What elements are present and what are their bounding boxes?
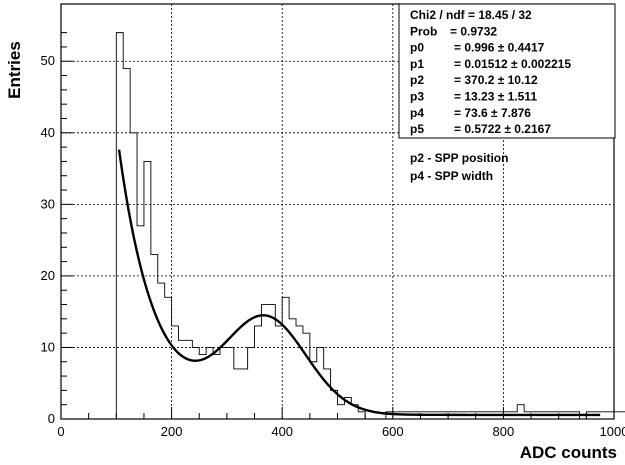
x-tick-label: 800 <box>493 424 515 439</box>
y-tick-label: 40 <box>41 125 55 140</box>
stats-value: = 0.01512 ± 0.002215 <box>454 57 571 71</box>
axes <box>60 3 615 420</box>
annotations: p2 - SPP position p4 - SPP width <box>410 151 508 183</box>
stats-label: p3 <box>410 90 424 104</box>
x-tick-label: 0 <box>57 424 64 439</box>
x-tick-label: 400 <box>271 424 293 439</box>
fit-curve-line <box>117 149 601 417</box>
annotation-text: p2 - SPP position <box>410 151 508 165</box>
fit-curve-series <box>117 149 601 417</box>
y-tick-label: 20 <box>41 268 55 283</box>
stats-label: Chi2 / ndf = 18.45 / 32 <box>410 8 532 22</box>
y-tick-label: 30 <box>41 196 55 211</box>
x-axis-title: ADC counts <box>520 443 617 462</box>
stats-label: Prob <box>410 24 437 38</box>
stats-value: = 73.6 ± 7.876 <box>454 106 531 120</box>
y-axis-title: Entries <box>5 41 24 99</box>
stats-box-frame <box>398 3 616 139</box>
stats-label: p4 <box>410 106 424 120</box>
x-tick-label: 200 <box>161 424 183 439</box>
fit-stats-box: Chi2 / ndf = 18.45 / 32 Prob = 0.9732 p0 = 0… <box>398 3 616 139</box>
stats-label: p2 <box>410 73 424 87</box>
stats-value: = 13.23 ± 1.511 <box>454 90 537 104</box>
stats-value: = 0.9732 <box>450 24 497 38</box>
y-tick-label: 10 <box>41 339 55 354</box>
stats-value: = 370.2 ± 10.12 <box>454 73 538 87</box>
annotation-text: p4 - SPP width <box>410 169 493 183</box>
stats-label: p1 <box>410 57 424 71</box>
stats-value: = 0.996 ± 0.4417 <box>454 41 545 55</box>
stats-label: p0 <box>410 41 424 55</box>
x-tick-label: 1000 <box>600 424 625 439</box>
stats-label: p5 <box>410 122 424 136</box>
x-tick-label: 600 <box>382 424 404 439</box>
y-tick-label: 0 <box>48 411 55 426</box>
tick-labels: 0 200 400 600 800 1000 0 10 20 30 40 50 <box>41 53 625 439</box>
stats-value: = 0.5722 ± 0.2167 <box>454 122 551 136</box>
y-tick-label: 50 <box>41 53 55 68</box>
